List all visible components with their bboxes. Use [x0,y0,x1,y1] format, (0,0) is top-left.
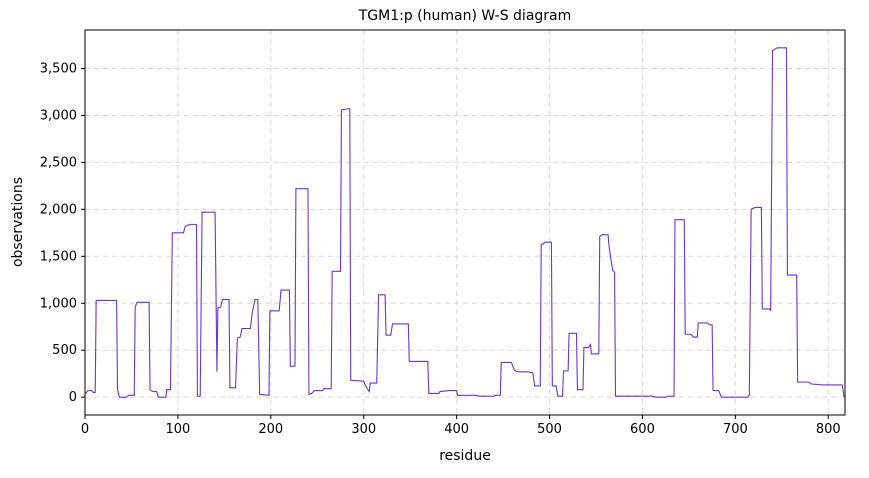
x-tick-label: 700 [723,422,748,437]
data-line [84,47,845,398]
y-tick-label: 1,000 [40,296,77,311]
y-tick-label: 500 [52,343,77,358]
x-tick-label: 100 [165,422,190,437]
x-tick-label: 500 [537,422,562,437]
plot-frame [84,29,846,416]
x-tick-label: 300 [351,422,376,437]
x-axis-label: residue [439,448,491,464]
x-tick-label: 200 [258,422,283,437]
x-tick-label: 400 [444,422,469,437]
y-axis-label: observations [10,177,26,267]
y-tick-label: 3,500 [40,62,77,77]
y-tick-label: 0 [69,390,77,405]
y-tick-label: 1,500 [40,249,77,264]
y-tick-label: 2,000 [40,202,77,217]
x-tick-label: 0 [81,422,89,437]
y-tick-label: 2,500 [40,155,77,170]
y-tick-label: 3,000 [40,108,77,123]
x-tick-label: 600 [630,422,655,437]
chart-title: TGM1:p (human) W-S diagram [358,8,572,24]
x-tick-label: 800 [816,422,841,437]
